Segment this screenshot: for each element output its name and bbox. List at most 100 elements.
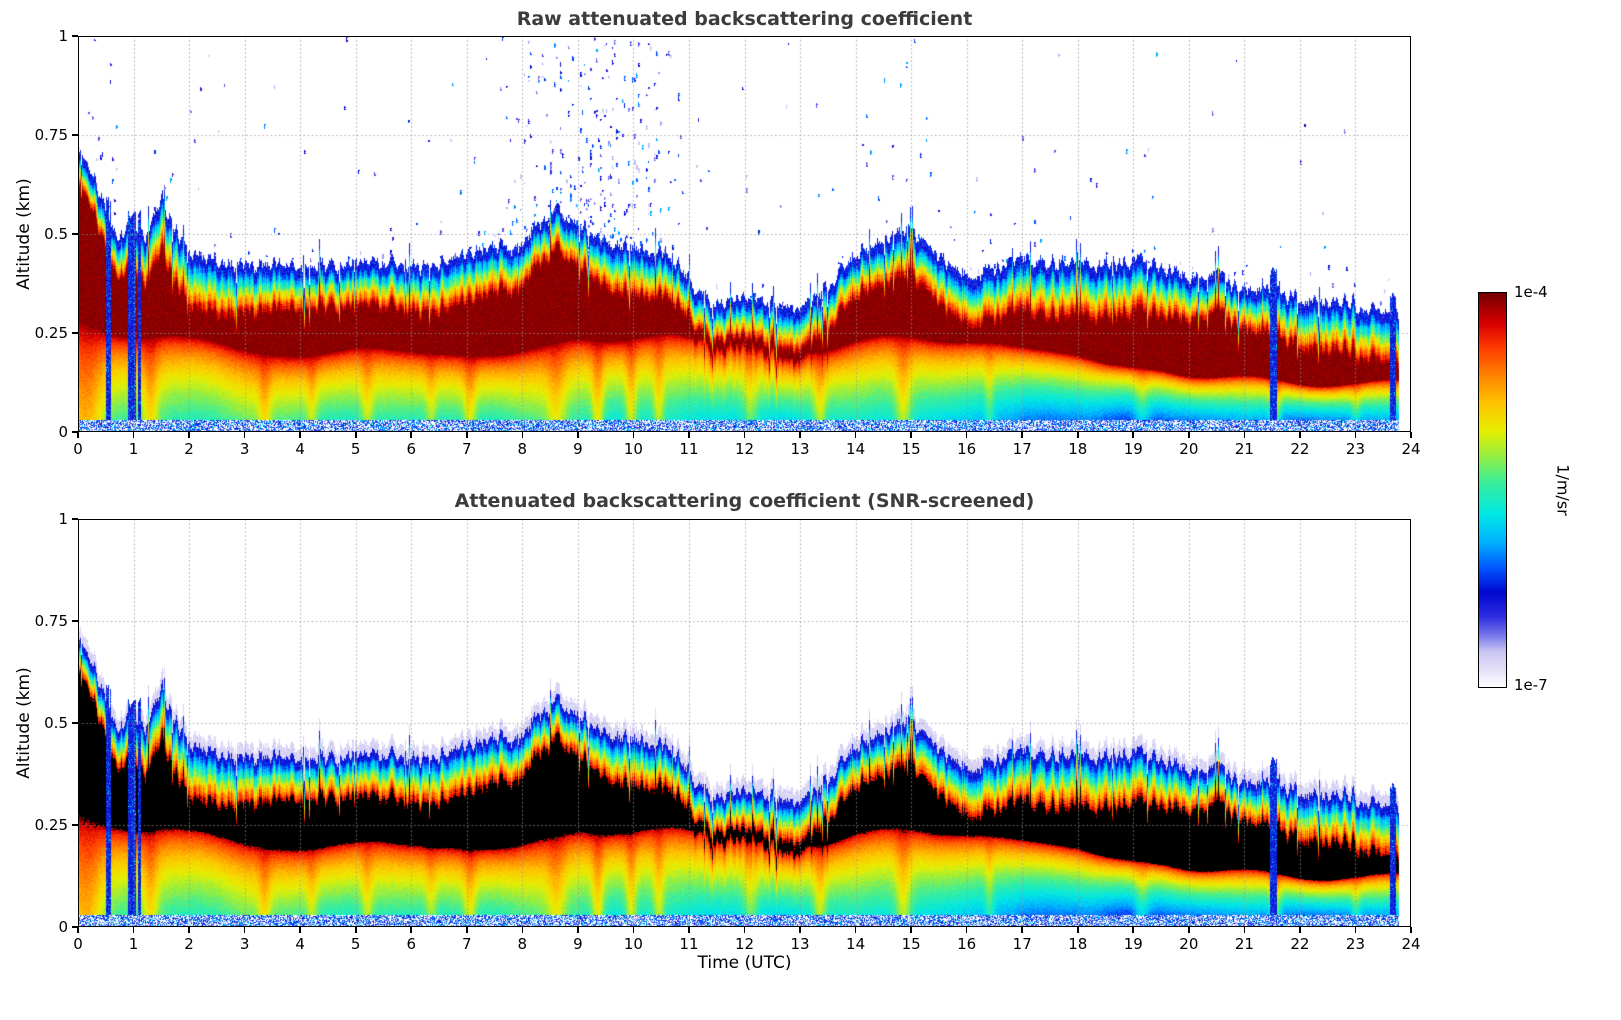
- x-tick-label: 2: [184, 935, 194, 953]
- x-tick-label: 17: [1012, 440, 1032, 458]
- x-tick-label: 21: [1234, 440, 1254, 458]
- x-tick-label: 12: [734, 440, 755, 458]
- y-tick-label: 0.75: [34, 125, 68, 144]
- x-tick: [1299, 432, 1301, 438]
- x-tick: [743, 927, 746, 933]
- x-tick: [410, 927, 413, 933]
- y-tick: [72, 926, 78, 928]
- x-tick: [1410, 432, 1412, 438]
- x-tick-label: 10: [623, 440, 643, 458]
- x-tick: [465, 927, 468, 933]
- x-tick-label: 14: [846, 935, 866, 953]
- x-tick: [799, 432, 801, 438]
- x-tick: [577, 432, 579, 438]
- x-tick: [854, 432, 857, 438]
- x-tick-label: 7: [462, 935, 472, 953]
- x-tick: [1132, 927, 1135, 933]
- x-tick: [799, 927, 801, 933]
- x-tick-label: 20: [1179, 440, 1199, 458]
- x-tick: [632, 927, 635, 933]
- x-tick-label: 4: [295, 935, 305, 953]
- x-tick-label: 11: [679, 935, 699, 953]
- x-tick-label: 13: [790, 935, 810, 953]
- x-tick-label: 3: [239, 440, 250, 458]
- x-tick: [1021, 927, 1023, 933]
- x-tick-label: 15: [901, 440, 921, 458]
- y-tick-label: 0.5: [44, 224, 68, 243]
- x-tick: [688, 432, 690, 438]
- y-tick-label: 1: [58, 509, 68, 528]
- x-tick-label: 3: [239, 935, 250, 953]
- x-tick: [743, 432, 746, 438]
- x-tick: [410, 432, 413, 438]
- x-tick: [632, 432, 635, 438]
- y-tick-label: 0.25: [34, 323, 68, 342]
- x-tick-label: 14: [846, 440, 866, 458]
- x-tick: [688, 927, 690, 933]
- colorbar-max-label: 1e-4: [1514, 283, 1548, 301]
- x-tick: [132, 927, 135, 933]
- x-tick-label: 0: [73, 440, 83, 458]
- x-tick-label: 11: [679, 440, 699, 458]
- y-tick: [72, 431, 78, 433]
- x-tick: [521, 927, 524, 933]
- x-tick-label: 6: [406, 440, 417, 458]
- x-tick: [354, 432, 357, 438]
- y-tick-label: 0.5: [44, 713, 68, 732]
- x-tick-label: 5: [350, 935, 361, 953]
- x-tick-label: 18: [1068, 935, 1088, 953]
- x-tick: [1188, 432, 1190, 438]
- x-axis-label: Time (UTC): [697, 953, 792, 973]
- x-tick: [1076, 432, 1079, 438]
- colorbar-canvas: [1478, 292, 1507, 688]
- x-tick-label: 7: [462, 440, 472, 458]
- panel2-title: Attenuated backscattering coefficient (S…: [454, 490, 1035, 512]
- x-tick-label: 4: [295, 440, 305, 458]
- x-tick: [243, 432, 246, 438]
- raw-heatmap-canvas: [78, 36, 1411, 432]
- y-tick-label: 1: [58, 26, 68, 45]
- x-tick-label: 1: [128, 935, 139, 953]
- x-tick-label: 8: [517, 935, 528, 953]
- x-tick-label: 6: [406, 935, 417, 953]
- x-tick-label: 1: [128, 440, 139, 458]
- x-tick: [77, 432, 79, 438]
- x-tick-label: 5: [350, 440, 361, 458]
- colorbar-min-label: 1e-7: [1514, 676, 1548, 694]
- x-tick-label: 10: [623, 935, 643, 953]
- x-tick: [577, 927, 579, 933]
- x-tick: [132, 432, 135, 438]
- x-tick-label: 9: [573, 935, 583, 953]
- x-tick-label: 9: [573, 440, 583, 458]
- x-tick-label: 22: [1290, 935, 1310, 953]
- x-tick-label: 24: [1401, 935, 1421, 953]
- x-tick: [188, 927, 190, 933]
- x-tick: [1076, 927, 1079, 933]
- y-tick: [72, 134, 78, 136]
- x-tick-label: 8: [517, 440, 528, 458]
- x-tick: [1188, 927, 1190, 933]
- x-tick-label: 20: [1179, 935, 1199, 953]
- x-tick: [1299, 927, 1301, 933]
- x-tick-label: 23: [1345, 935, 1365, 953]
- x-tick: [1132, 432, 1135, 438]
- y-tick-label: 0.25: [34, 815, 68, 834]
- y-tick: [72, 722, 78, 724]
- panel1-title: Raw attenuated backscattering coefficien…: [516, 8, 973, 30]
- x-tick: [1243, 927, 1246, 933]
- y-tick: [72, 35, 78, 37]
- x-tick: [1021, 432, 1023, 438]
- x-tick: [1410, 927, 1412, 933]
- x-tick-label: 18: [1068, 440, 1088, 458]
- x-tick: [354, 927, 357, 933]
- y-tick: [72, 620, 78, 622]
- screened-heatmap-canvas: [78, 519, 1411, 927]
- x-tick-label: 21: [1234, 935, 1254, 953]
- x-tick-label: 12: [734, 935, 755, 953]
- x-tick: [188, 432, 190, 438]
- colorbar-unit-label: 1/m/sr: [1553, 464, 1573, 516]
- x-tick: [299, 432, 301, 438]
- x-tick: [910, 432, 912, 438]
- x-tick-label: 19: [1123, 935, 1143, 953]
